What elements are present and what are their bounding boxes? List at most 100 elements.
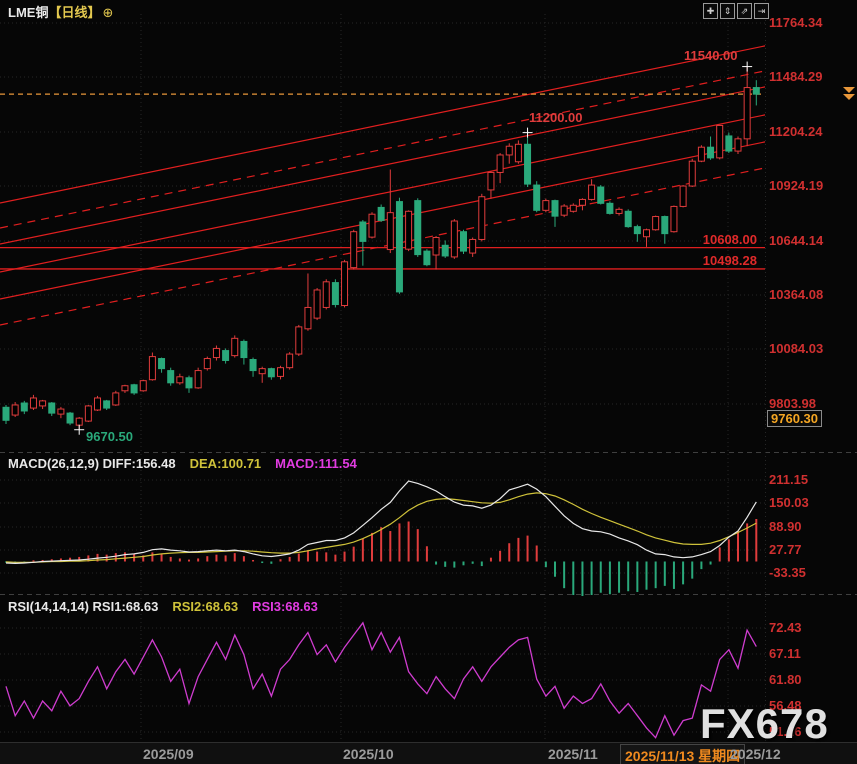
candle-up	[432, 237, 440, 256]
candle-up	[478, 196, 486, 240]
circle-plus-icon[interactable]: ⊕	[102, 5, 114, 20]
candle-up	[277, 367, 284, 377]
candle-up	[450, 220, 458, 258]
diff-line	[5, 480, 757, 565]
candle-up	[29, 397, 37, 409]
trendline	[0, 141, 765, 300]
candle-up	[588, 184, 596, 200]
trendline	[0, 167, 765, 326]
trendline	[0, 86, 765, 245]
candle-up	[112, 392, 120, 406]
candle-down	[158, 358, 166, 370]
candle-up	[670, 205, 678, 233]
candle-up	[350, 231, 358, 269]
candle-up	[569, 204, 577, 212]
candle-up	[231, 337, 239, 357]
axis-tick-label: 27.77	[769, 542, 802, 557]
rsi2-value: RSI2:68.63	[172, 599, 239, 614]
candle-up	[194, 370, 202, 389]
candle-up	[212, 347, 220, 359]
candle-up	[313, 289, 321, 319]
candle-down	[395, 201, 403, 293]
symbol-name: LME铜	[8, 5, 49, 20]
axis-tick-label: 67.11	[769, 646, 801, 661]
candle-down	[624, 210, 632, 228]
candle-up	[734, 138, 742, 152]
candle-down	[597, 186, 605, 204]
axis-tick-label: 10084.03	[769, 341, 824, 356]
candle-down	[2, 406, 10, 421]
vertical-scale-icon[interactable]: ⇕	[720, 3, 735, 19]
candle-down	[267, 368, 275, 378]
candle-up	[341, 261, 349, 307]
candle-up	[295, 326, 303, 355]
candle-up	[405, 210, 413, 250]
candle-down	[167, 370, 175, 384]
candlesticks	[2, 66, 760, 430]
scroll-to-end-icon[interactable]: ⇥	[754, 3, 769, 19]
dea-line	[5, 492, 757, 563]
candle-up	[386, 212, 394, 251]
axis-tick-label: -33.35	[769, 565, 806, 580]
candle-down	[20, 402, 28, 412]
candle-up	[368, 213, 376, 238]
candle-up	[39, 400, 47, 407]
axis-tick-label: 11484.29	[769, 69, 823, 84]
candle-down	[633, 226, 641, 235]
axis-tick-label: 56.48	[769, 698, 802, 713]
highest-price-label: 11540.00	[684, 48, 738, 63]
candle-up	[469, 238, 477, 254]
candle-up	[578, 198, 586, 206]
lowest-price-label: 9670.50	[86, 429, 133, 444]
pan-tool-icon[interactable]: ✚	[703, 3, 718, 19]
candle-up	[286, 353, 294, 369]
time-axis[interactable]: 2025/11/13 星期四 2025/09 2025/10 2025/11 2025…	[0, 742, 857, 764]
macd-diff-value: MACD(26,12,9) DIFF:156.48	[8, 456, 176, 471]
rsi-line	[5, 621, 757, 739]
macd-dea-value: DEA:100.71	[189, 456, 262, 471]
rsi-indicator-row: RSI(14,14,14) RSI1:68.63 RSI2:68.63 RSI3:6…	[8, 599, 318, 614]
candle-up	[322, 281, 330, 308]
candle-up	[304, 306, 312, 330]
trendlines	[0, 45, 765, 326]
candle-down	[551, 200, 559, 217]
crosshair-price-readout: 9760.30	[767, 410, 822, 427]
candle-down	[725, 135, 733, 152]
candle-down	[48, 402, 56, 414]
candle-up	[487, 171, 495, 191]
candle-up	[505, 145, 513, 156]
candle-down	[222, 350, 230, 361]
candle-up	[203, 358, 211, 370]
candle-down	[441, 244, 449, 257]
candle-up	[57, 408, 65, 415]
candle-up	[121, 385, 129, 392]
candle-down	[414, 200, 422, 256]
candle-down	[359, 221, 367, 242]
rsi3-value: RSI3:68.63	[252, 599, 318, 614]
time-tick-label: 2025/09	[143, 746, 194, 762]
axis-tick-label: 10924.19	[769, 178, 824, 193]
axis-tick-label: 51.16	[769, 724, 802, 739]
candle-up	[697, 146, 705, 162]
candle-down	[66, 412, 74, 424]
candle-down	[752, 87, 760, 95]
candle-down	[185, 377, 193, 389]
horizontal-scale-icon[interactable]: ⇗	[737, 3, 752, 19]
rsi-pane	[5, 621, 757, 739]
candle-up	[688, 160, 696, 187]
chart-canvas[interactable]	[0, 0, 857, 741]
time-tick-label: 2025/10	[343, 746, 394, 762]
macd-macd-value: MACD:111.54	[275, 456, 357, 471]
axis-tick-label: 150.03	[769, 495, 809, 510]
candle-up	[84, 405, 92, 422]
axis-tick-label: 11764.34	[769, 15, 823, 30]
candle-up	[514, 143, 522, 163]
candle-down	[423, 250, 431, 266]
candle-down	[606, 202, 614, 214]
candle-up	[94, 397, 101, 411]
candle-down	[130, 384, 138, 394]
crosshair-date-readout: 2025/11/13 星期四	[620, 744, 746, 764]
candle-up	[258, 368, 266, 375]
swing-high-price-label: 11200.00	[529, 110, 583, 125]
candle-up	[75, 417, 83, 426]
